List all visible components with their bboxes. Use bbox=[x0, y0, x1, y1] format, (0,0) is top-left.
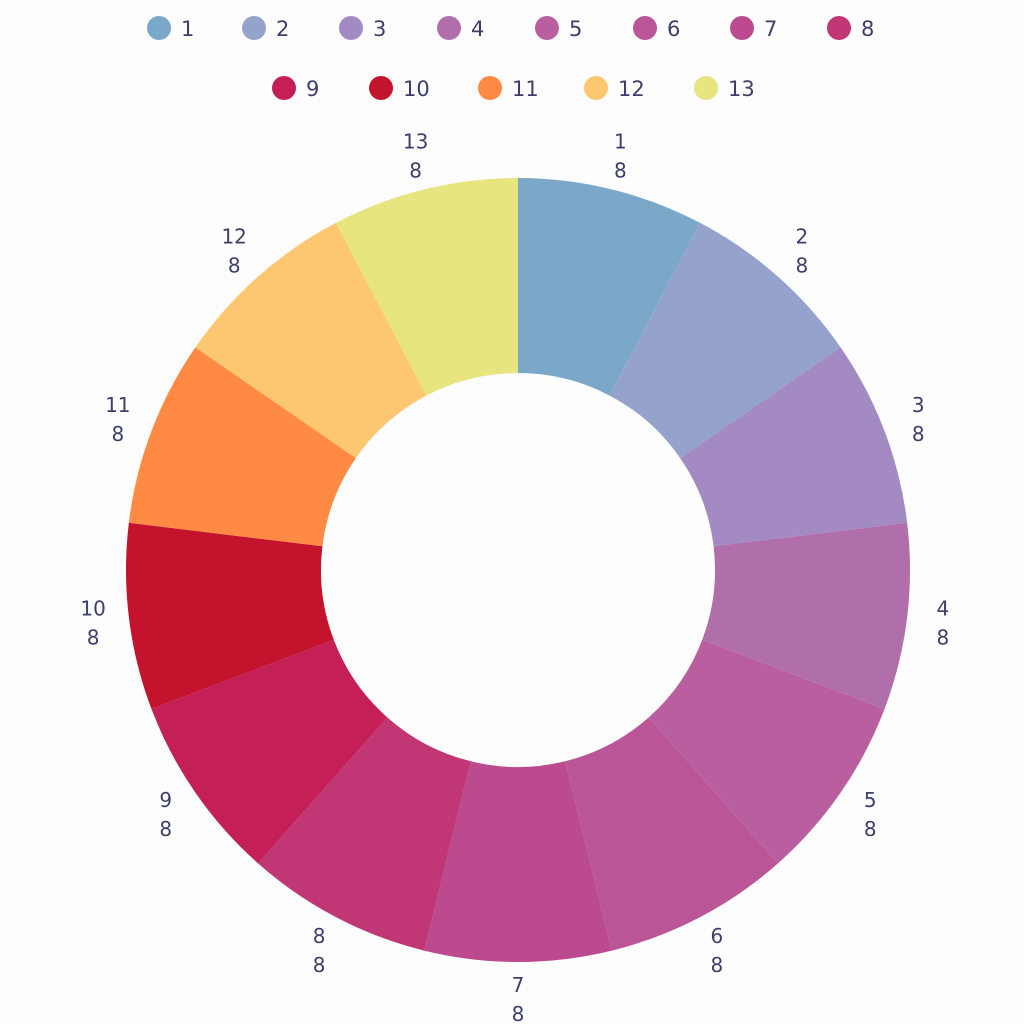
legend-swatch-13 bbox=[694, 76, 718, 100]
legend-item-1[interactable]: 1 bbox=[147, 16, 194, 41]
legend-item-10[interactable]: 10 bbox=[369, 76, 430, 101]
donut-slice-3[interactable] bbox=[680, 347, 908, 547]
slice-label-6: 6 bbox=[711, 924, 724, 948]
legend-label-3: 3 bbox=[373, 17, 386, 41]
donut-slice-8[interactable] bbox=[258, 717, 471, 951]
slice-value-5: 8 bbox=[864, 817, 877, 841]
donut-slice-7[interactable] bbox=[424, 761, 612, 962]
donut-slice-2[interactable] bbox=[609, 222, 841, 459]
slice-label-12: 12 bbox=[221, 225, 246, 249]
legend-item-6[interactable]: 6 bbox=[633, 16, 680, 41]
slice-value-12: 8 bbox=[228, 254, 241, 278]
donut-slice-5[interactable] bbox=[648, 639, 885, 864]
legend-swatch-8 bbox=[827, 16, 851, 40]
donut-slice-4[interactable] bbox=[702, 522, 910, 710]
slice-label-2: 2 bbox=[795, 225, 808, 249]
legend-swatch-6 bbox=[633, 16, 657, 40]
donut-slice-6[interactable] bbox=[565, 717, 778, 951]
legend-item-7[interactable]: 7 bbox=[730, 16, 777, 41]
slice-value-9: 8 bbox=[159, 817, 172, 841]
legend-swatch-4 bbox=[437, 16, 461, 40]
slice-label-5: 5 bbox=[864, 788, 877, 812]
legend-item-12[interactable]: 12 bbox=[584, 76, 645, 101]
legend-swatch-3 bbox=[339, 16, 363, 40]
legend-item-5[interactable]: 5 bbox=[535, 16, 582, 41]
slice-label-11: 11 bbox=[105, 393, 130, 417]
legend-item-8[interactable]: 8 bbox=[827, 16, 874, 41]
slice-label-8: 8 bbox=[313, 924, 326, 948]
slices bbox=[125, 178, 910, 962]
slice-label-13: 13 bbox=[403, 129, 428, 153]
legend-swatch-5 bbox=[535, 16, 559, 40]
legend-item-4[interactable]: 4 bbox=[437, 16, 484, 41]
slice-value-1: 8 bbox=[614, 158, 627, 182]
slice-value-6: 8 bbox=[711, 953, 724, 977]
donut-slice-13[interactable] bbox=[335, 178, 518, 396]
legend-label-11: 11 bbox=[512, 77, 539, 101]
legend-swatch-11 bbox=[478, 76, 502, 100]
donut-slice-11[interactable] bbox=[128, 347, 356, 547]
legend-label-8: 8 bbox=[861, 17, 874, 41]
slice-label-10: 10 bbox=[80, 597, 105, 621]
legend: 1 2 3 4 5 6 7 89 10 11 12 13 bbox=[147, 16, 874, 101]
legend-swatch-1 bbox=[147, 16, 171, 40]
slice-label-3: 3 bbox=[912, 393, 925, 417]
legend-label-4: 4 bbox=[471, 17, 484, 41]
legend-label-7: 7 bbox=[764, 17, 777, 41]
slice-value-7: 8 bbox=[512, 1002, 525, 1024]
donut-slice-12[interactable] bbox=[195, 222, 427, 459]
slice-value-13: 8 bbox=[409, 158, 422, 182]
slice-value-4: 8 bbox=[937, 626, 950, 650]
legend-label-1: 1 bbox=[181, 17, 194, 41]
slice-label-4: 4 bbox=[937, 597, 950, 621]
legend-label-6: 6 bbox=[667, 17, 680, 41]
legend-swatch-10 bbox=[369, 76, 393, 100]
legend-item-13[interactable]: 13 bbox=[694, 76, 755, 101]
legend-label-2: 2 bbox=[276, 17, 289, 41]
slice-labels: 1 8 2 8 3 8 4 8 5 8 6 8 7 8 8 8 9 8 10 8 11 8 12 8 13 8 bbox=[80, 129, 949, 1024]
donut-slice-1[interactable] bbox=[518, 178, 701, 396]
donut-slice-10[interactable] bbox=[125, 522, 334, 710]
slice-value-11: 8 bbox=[111, 422, 124, 446]
legend-label-5: 5 bbox=[569, 17, 582, 41]
legend-item-2[interactable]: 2 bbox=[242, 16, 289, 41]
donut-slice-9[interactable] bbox=[151, 639, 388, 864]
slice-value-8: 8 bbox=[313, 953, 326, 977]
legend-item-9[interactable]: 9 bbox=[272, 76, 319, 101]
legend-label-9: 9 bbox=[306, 77, 319, 101]
slice-label-7: 7 bbox=[512, 973, 525, 997]
legend-item-11[interactable]: 11 bbox=[478, 76, 539, 101]
slice-value-10: 8 bbox=[87, 626, 100, 650]
legend-swatch-2 bbox=[242, 16, 266, 40]
legend-swatch-9 bbox=[272, 76, 296, 100]
slice-value-3: 8 bbox=[912, 422, 925, 446]
slice-label-9: 9 bbox=[159, 788, 172, 812]
slice-label-1: 1 bbox=[614, 129, 627, 153]
legend-label-13: 13 bbox=[728, 77, 755, 101]
legend-label-12: 12 bbox=[618, 77, 645, 101]
legend-swatch-7 bbox=[730, 16, 754, 40]
legend-label-10: 10 bbox=[403, 77, 430, 101]
legend-swatch-12 bbox=[584, 76, 608, 100]
slice-value-2: 8 bbox=[795, 254, 808, 278]
legend-item-3[interactable]: 3 bbox=[339, 16, 386, 41]
